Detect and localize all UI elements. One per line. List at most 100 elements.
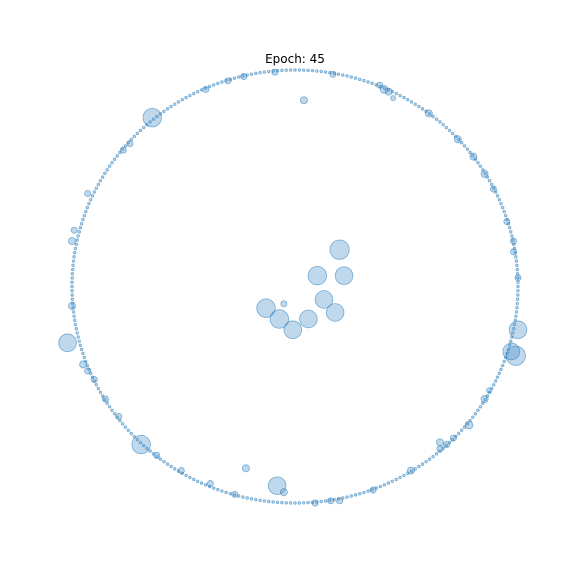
ring-point (487, 179, 492, 183)
ring-point (188, 93, 192, 98)
ring-point (471, 415, 475, 419)
scatter-point (267, 476, 287, 495)
ring-point (302, 501, 306, 505)
ring-point (516, 293, 520, 297)
ring-point (220, 489, 224, 493)
ring-point (473, 412, 478, 416)
ring-point (427, 457, 432, 461)
ring-point (297, 68, 302, 72)
ring-point (180, 98, 184, 102)
ring-point (511, 331, 515, 335)
ring-point (406, 98, 410, 102)
ring-point (500, 363, 505, 368)
ring-point (457, 137, 461, 142)
ring-point (444, 125, 449, 130)
ring-point (173, 102, 177, 106)
ring-point (262, 499, 267, 503)
scatter-point (311, 499, 319, 507)
ring-point (353, 493, 358, 497)
ring-point (507, 343, 512, 347)
ring-point (497, 371, 502, 375)
scatter-point (299, 309, 318, 329)
ring-point (70, 276, 74, 280)
ring-point (514, 259, 519, 263)
ring-point (71, 259, 76, 263)
ring-point (394, 477, 398, 482)
scatter-point (84, 189, 92, 197)
scatter-point (177, 467, 185, 474)
ring-point (115, 154, 119, 158)
ring-point (120, 422, 125, 426)
ring-point (459, 428, 464, 433)
scatter-point (505, 345, 526, 366)
ring-point (78, 226, 83, 230)
scatter-point (436, 438, 444, 447)
ring-point (155, 114, 159, 119)
ring-point (366, 489, 370, 493)
ring-point (258, 498, 262, 503)
ring-point (511, 238, 515, 242)
ring-point (275, 500, 280, 505)
ring-point (203, 483, 208, 487)
ring-point (77, 339, 81, 343)
ring-point (135, 131, 140, 136)
ring-point (499, 201, 503, 206)
ring-point (132, 134, 136, 139)
ring-point (450, 131, 455, 136)
ring-point (224, 490, 228, 495)
scatter-point (329, 239, 350, 260)
ring-point (145, 446, 149, 451)
ring-point (98, 179, 103, 183)
scatter-point (390, 95, 397, 102)
scatter-point (115, 412, 123, 420)
scatter-point (142, 107, 162, 128)
ring-point (402, 95, 406, 100)
scatter-point (307, 266, 327, 286)
ring-point (203, 86, 208, 90)
ring-point (293, 501, 297, 505)
ring-point (447, 128, 452, 133)
ring-point (398, 93, 402, 98)
ring-point (70, 267, 75, 272)
scatter-point (508, 320, 528, 340)
ring-point (267, 69, 271, 74)
ring-point (402, 473, 406, 478)
ring-point (491, 186, 496, 190)
ring-point (70, 289, 74, 293)
ring-point (502, 209, 506, 214)
ring-point (173, 467, 177, 471)
scatter-point (334, 266, 354, 285)
ring-point (112, 157, 117, 161)
ring-point (476, 161, 480, 165)
ring-point (123, 144, 128, 148)
scatter-point (469, 152, 478, 161)
ring-point (323, 499, 328, 503)
ring-point (100, 175, 105, 179)
ring-point (471, 154, 475, 158)
ring-point (103, 171, 107, 176)
ring-point (74, 327, 78, 331)
ring-point (82, 355, 87, 360)
ring-point (73, 318, 77, 323)
ring-point (358, 77, 362, 82)
ring-point (497, 198, 502, 202)
ring-point (495, 375, 500, 379)
ring-point (370, 487, 374, 492)
ring-point (441, 122, 445, 127)
scatter-points (58, 68, 528, 507)
scatter-point (424, 109, 433, 118)
ring-point (499, 367, 503, 372)
ring-point (507, 226, 512, 230)
ring-point (73, 246, 78, 251)
ring-point (386, 481, 391, 485)
scatter-point (325, 303, 345, 322)
ring-point (207, 84, 212, 89)
scatter-point (514, 274, 522, 282)
ring-point (241, 74, 245, 78)
scatter-point (153, 451, 161, 459)
ring-point (284, 68, 288, 72)
ring-point (434, 452, 439, 456)
ring-point (254, 71, 258, 76)
ring-point (228, 491, 232, 496)
ring-point (88, 198, 93, 202)
